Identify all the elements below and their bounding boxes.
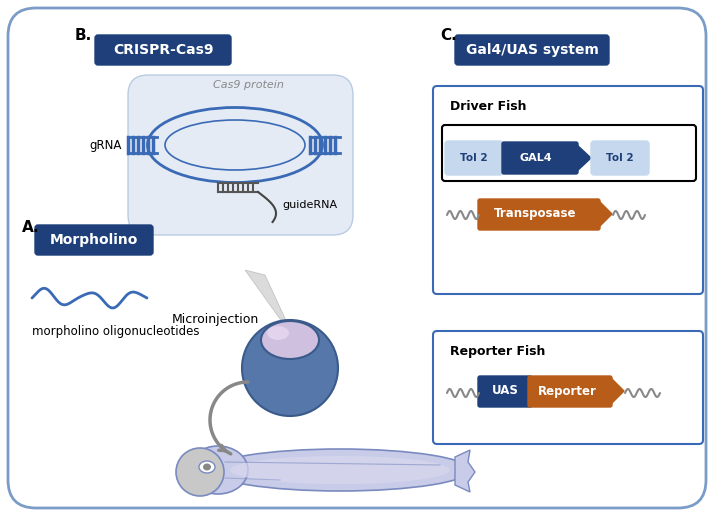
Text: morpholino oligonucleotides: morpholino oligonucleotides [32, 325, 199, 338]
Circle shape [176, 448, 224, 496]
Ellipse shape [199, 461, 215, 473]
Text: CRISPR-Cas9: CRISPR-Cas9 [113, 43, 213, 57]
Polygon shape [598, 200, 612, 228]
Text: Reporter Fish: Reporter Fish [450, 345, 545, 358]
Text: GAL4: GAL4 [520, 153, 553, 163]
Text: guideRNA: guideRNA [282, 200, 337, 210]
Ellipse shape [230, 456, 450, 484]
Polygon shape [610, 377, 624, 405]
Text: Tol 2: Tol 2 [461, 153, 488, 163]
Ellipse shape [203, 463, 211, 471]
FancyBboxPatch shape [591, 141, 649, 175]
FancyBboxPatch shape [433, 331, 703, 444]
FancyBboxPatch shape [95, 35, 231, 65]
Polygon shape [245, 270, 295, 340]
FancyBboxPatch shape [35, 225, 153, 255]
Text: Microinjection: Microinjection [171, 313, 258, 326]
FancyBboxPatch shape [128, 75, 353, 235]
FancyBboxPatch shape [442, 125, 696, 181]
Text: Driver Fish: Driver Fish [450, 100, 526, 113]
FancyBboxPatch shape [445, 141, 503, 175]
Text: Reporter: Reporter [538, 384, 596, 397]
Text: B.: B. [75, 28, 92, 43]
Text: Cas9 protein: Cas9 protein [213, 80, 283, 90]
FancyBboxPatch shape [528, 376, 612, 407]
Text: Tol 2: Tol 2 [606, 153, 634, 163]
Polygon shape [576, 144, 591, 172]
Ellipse shape [188, 446, 248, 494]
Ellipse shape [261, 321, 319, 359]
Ellipse shape [267, 326, 289, 340]
FancyBboxPatch shape [478, 199, 600, 230]
FancyBboxPatch shape [8, 8, 706, 508]
FancyBboxPatch shape [478, 376, 532, 407]
Text: Morpholino: Morpholino [50, 233, 139, 247]
Text: A.: A. [22, 220, 39, 235]
Text: Transposase: Transposase [494, 207, 576, 220]
FancyBboxPatch shape [502, 142, 578, 174]
FancyBboxPatch shape [433, 86, 703, 294]
Text: UAS: UAS [491, 384, 518, 397]
Ellipse shape [210, 449, 470, 491]
Text: C.: C. [440, 28, 457, 43]
Text: Gal4/UAS system: Gal4/UAS system [466, 43, 598, 57]
Polygon shape [455, 450, 475, 492]
FancyBboxPatch shape [455, 35, 609, 65]
Text: gRNA: gRNA [90, 138, 122, 152]
Circle shape [242, 320, 338, 416]
